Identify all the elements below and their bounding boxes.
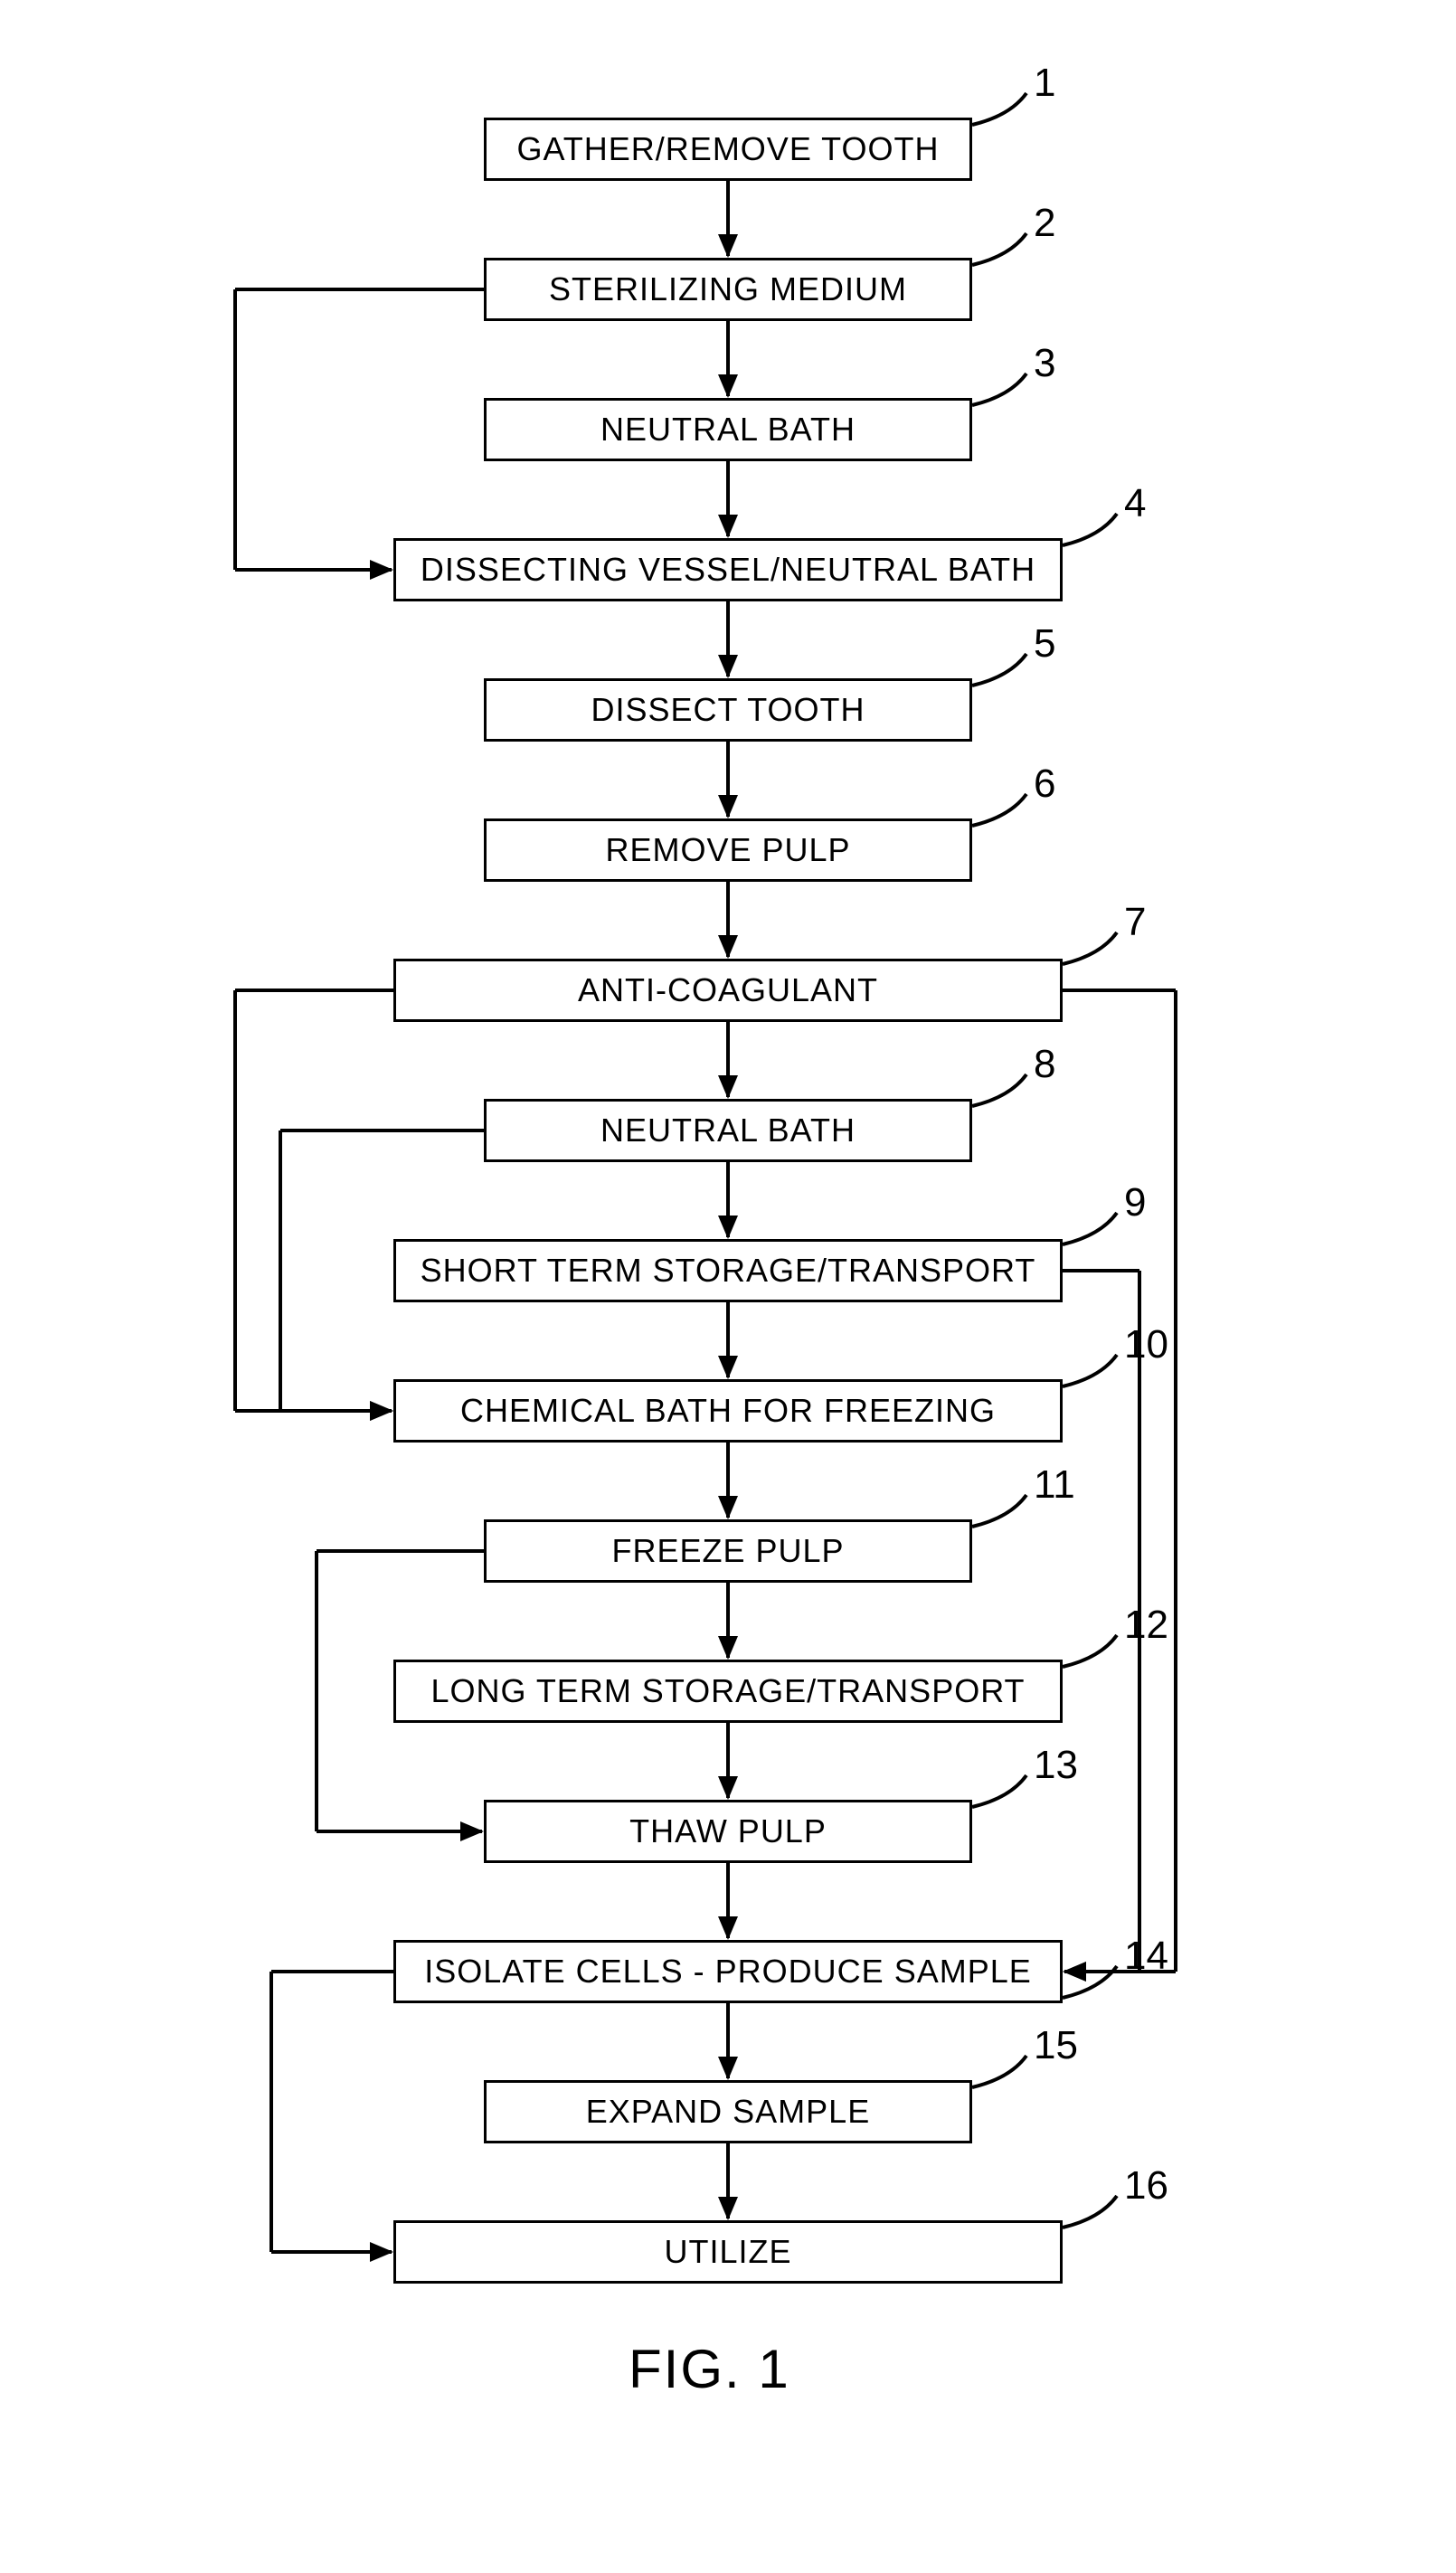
step-number-n14: 14: [1124, 1934, 1168, 1979]
step-number-n3: 3: [1034, 341, 1055, 386]
arrowhead: [718, 234, 738, 258]
flowchart-box-n5: DISSECT TOOTH: [484, 678, 972, 742]
arrowhead: [718, 1356, 738, 1379]
arrowhead: [370, 2242, 393, 2262]
arrowhead: [370, 1401, 393, 1421]
arrowhead: [718, 795, 738, 818]
flowchart-box-label: THAW PULP: [629, 1812, 827, 1850]
flowchart-box-label: ISOLATE CELLS - PRODUCE SAMPLE: [424, 1953, 1032, 1991]
leader-line: [972, 1074, 1026, 1106]
flowchart-box-label: FREEZE PULP: [611, 1532, 844, 1570]
leader-line: [972, 654, 1026, 686]
flowchart-box-n10: CHEMICAL BATH FOR FREEZING: [393, 1379, 1063, 1443]
leader-line: [972, 233, 1026, 265]
leader-line: [972, 794, 1026, 826]
step-number-n13: 13: [1034, 1743, 1078, 1788]
flowchart-box-label: SHORT TERM STORAGE/TRANSPORT: [421, 1252, 1036, 1290]
leader-line: [972, 93, 1026, 125]
arrowhead: [718, 1916, 738, 1940]
arrowhead: [1063, 1962, 1086, 1982]
flowchart-box-n6: REMOVE PULP: [484, 818, 972, 882]
leader-line: [1063, 932, 1117, 964]
flowchart-box-n4: DISSECTING VESSEL/NEUTRAL BATH: [393, 538, 1063, 601]
flowchart-box-n14: ISOLATE CELLS - PRODUCE SAMPLE: [393, 1940, 1063, 2003]
flowchart-box-label: CHEMICAL BATH FOR FREEZING: [460, 1392, 996, 1430]
flowchart-box-n1: GATHER/REMOVE TOOTH: [484, 118, 972, 181]
flowchart-box-n9: SHORT TERM STORAGE/TRANSPORT: [393, 1239, 1063, 1302]
step-number-n10: 10: [1124, 1322, 1168, 1367]
arrowhead: [718, 1776, 738, 1800]
step-number-n4: 4: [1124, 481, 1146, 526]
flowchart-box-label: DISSECT TOOTH: [591, 691, 865, 729]
arrowhead: [718, 1075, 738, 1099]
flowchart-box-n2: STERILIZING MEDIUM: [484, 258, 972, 321]
flowchart-box-n13: THAW PULP: [484, 1800, 972, 1863]
leader-line: [1063, 1635, 1117, 1667]
flowchart-box-label: UTILIZE: [664, 2233, 791, 2271]
arrowhead: [718, 935, 738, 959]
leader-line: [972, 374, 1026, 405]
flowchart-box-label: STERILIZING MEDIUM: [549, 270, 907, 308]
step-number-n16: 16: [1124, 2163, 1168, 2209]
step-number-n12: 12: [1124, 1603, 1168, 1648]
arrowhead: [370, 560, 393, 580]
diagram-page: GATHER/REMOVE TOOTH 1 STERILIZING MEDIUM 2 N…: [0, 0, 1456, 2573]
arrowhead: [718, 655, 738, 678]
step-number-n8: 8: [1034, 1042, 1055, 1087]
leader-line: [1063, 1355, 1117, 1386]
flowchart-box-label: NEUTRAL BATH: [600, 1111, 856, 1149]
flowchart-box-label: DISSECTING VESSEL/NEUTRAL BATH: [421, 551, 1035, 589]
flowchart-box-n7: ANTI-COAGULANT: [393, 959, 1063, 1022]
arrowhead: [718, 2197, 738, 2220]
step-number-n15: 15: [1034, 2023, 1078, 2068]
flowchart-box-n12: LONG TERM STORAGE/TRANSPORT: [393, 1660, 1063, 1723]
flowchart-box-label: LONG TERM STORAGE/TRANSPORT: [430, 1672, 1025, 1710]
leader-line: [972, 1775, 1026, 1807]
step-number-n5: 5: [1034, 621, 1055, 667]
step-number-n6: 6: [1034, 761, 1055, 807]
step-number-n11: 11: [1034, 1462, 1075, 1508]
flowchart-box-label: REMOVE PULP: [605, 831, 850, 869]
flowchart-box-n3: NEUTRAL BATH: [484, 398, 972, 461]
leader-line: [972, 1495, 1026, 1527]
arrowhead: [718, 1496, 738, 1519]
arrowhead: [718, 2057, 738, 2080]
arrowhead: [718, 1216, 738, 1239]
step-number-n9: 9: [1124, 1180, 1146, 1225]
step-number-n1: 1: [1034, 61, 1055, 106]
flowchart-box-n16: UTILIZE: [393, 2220, 1063, 2284]
flowchart-box-label: NEUTRAL BATH: [600, 411, 856, 449]
figure-caption: FIG. 1: [629, 2338, 790, 2400]
arrowhead: [718, 1636, 738, 1660]
flowchart-box-label: EXPAND SAMPLE: [586, 2093, 870, 2131]
arrowhead: [460, 1821, 484, 1841]
step-number-n2: 2: [1034, 201, 1055, 246]
flowchart-box-label: GATHER/REMOVE TOOTH: [516, 130, 939, 168]
step-number-n7: 7: [1124, 900, 1146, 945]
flowchart-box-label: ANTI-COAGULANT: [578, 971, 878, 1009]
arrowhead: [718, 374, 738, 398]
leader-line: [1063, 1213, 1117, 1244]
arrowhead: [718, 515, 738, 538]
leader-line: [1063, 514, 1117, 545]
flowchart-box-n15: EXPAND SAMPLE: [484, 2080, 972, 2143]
leader-line: [1063, 2196, 1117, 2228]
flowchart-box-n11: FREEZE PULP: [484, 1519, 972, 1583]
leader-line: [972, 2056, 1026, 2087]
flowchart-box-n8: NEUTRAL BATH: [484, 1099, 972, 1162]
